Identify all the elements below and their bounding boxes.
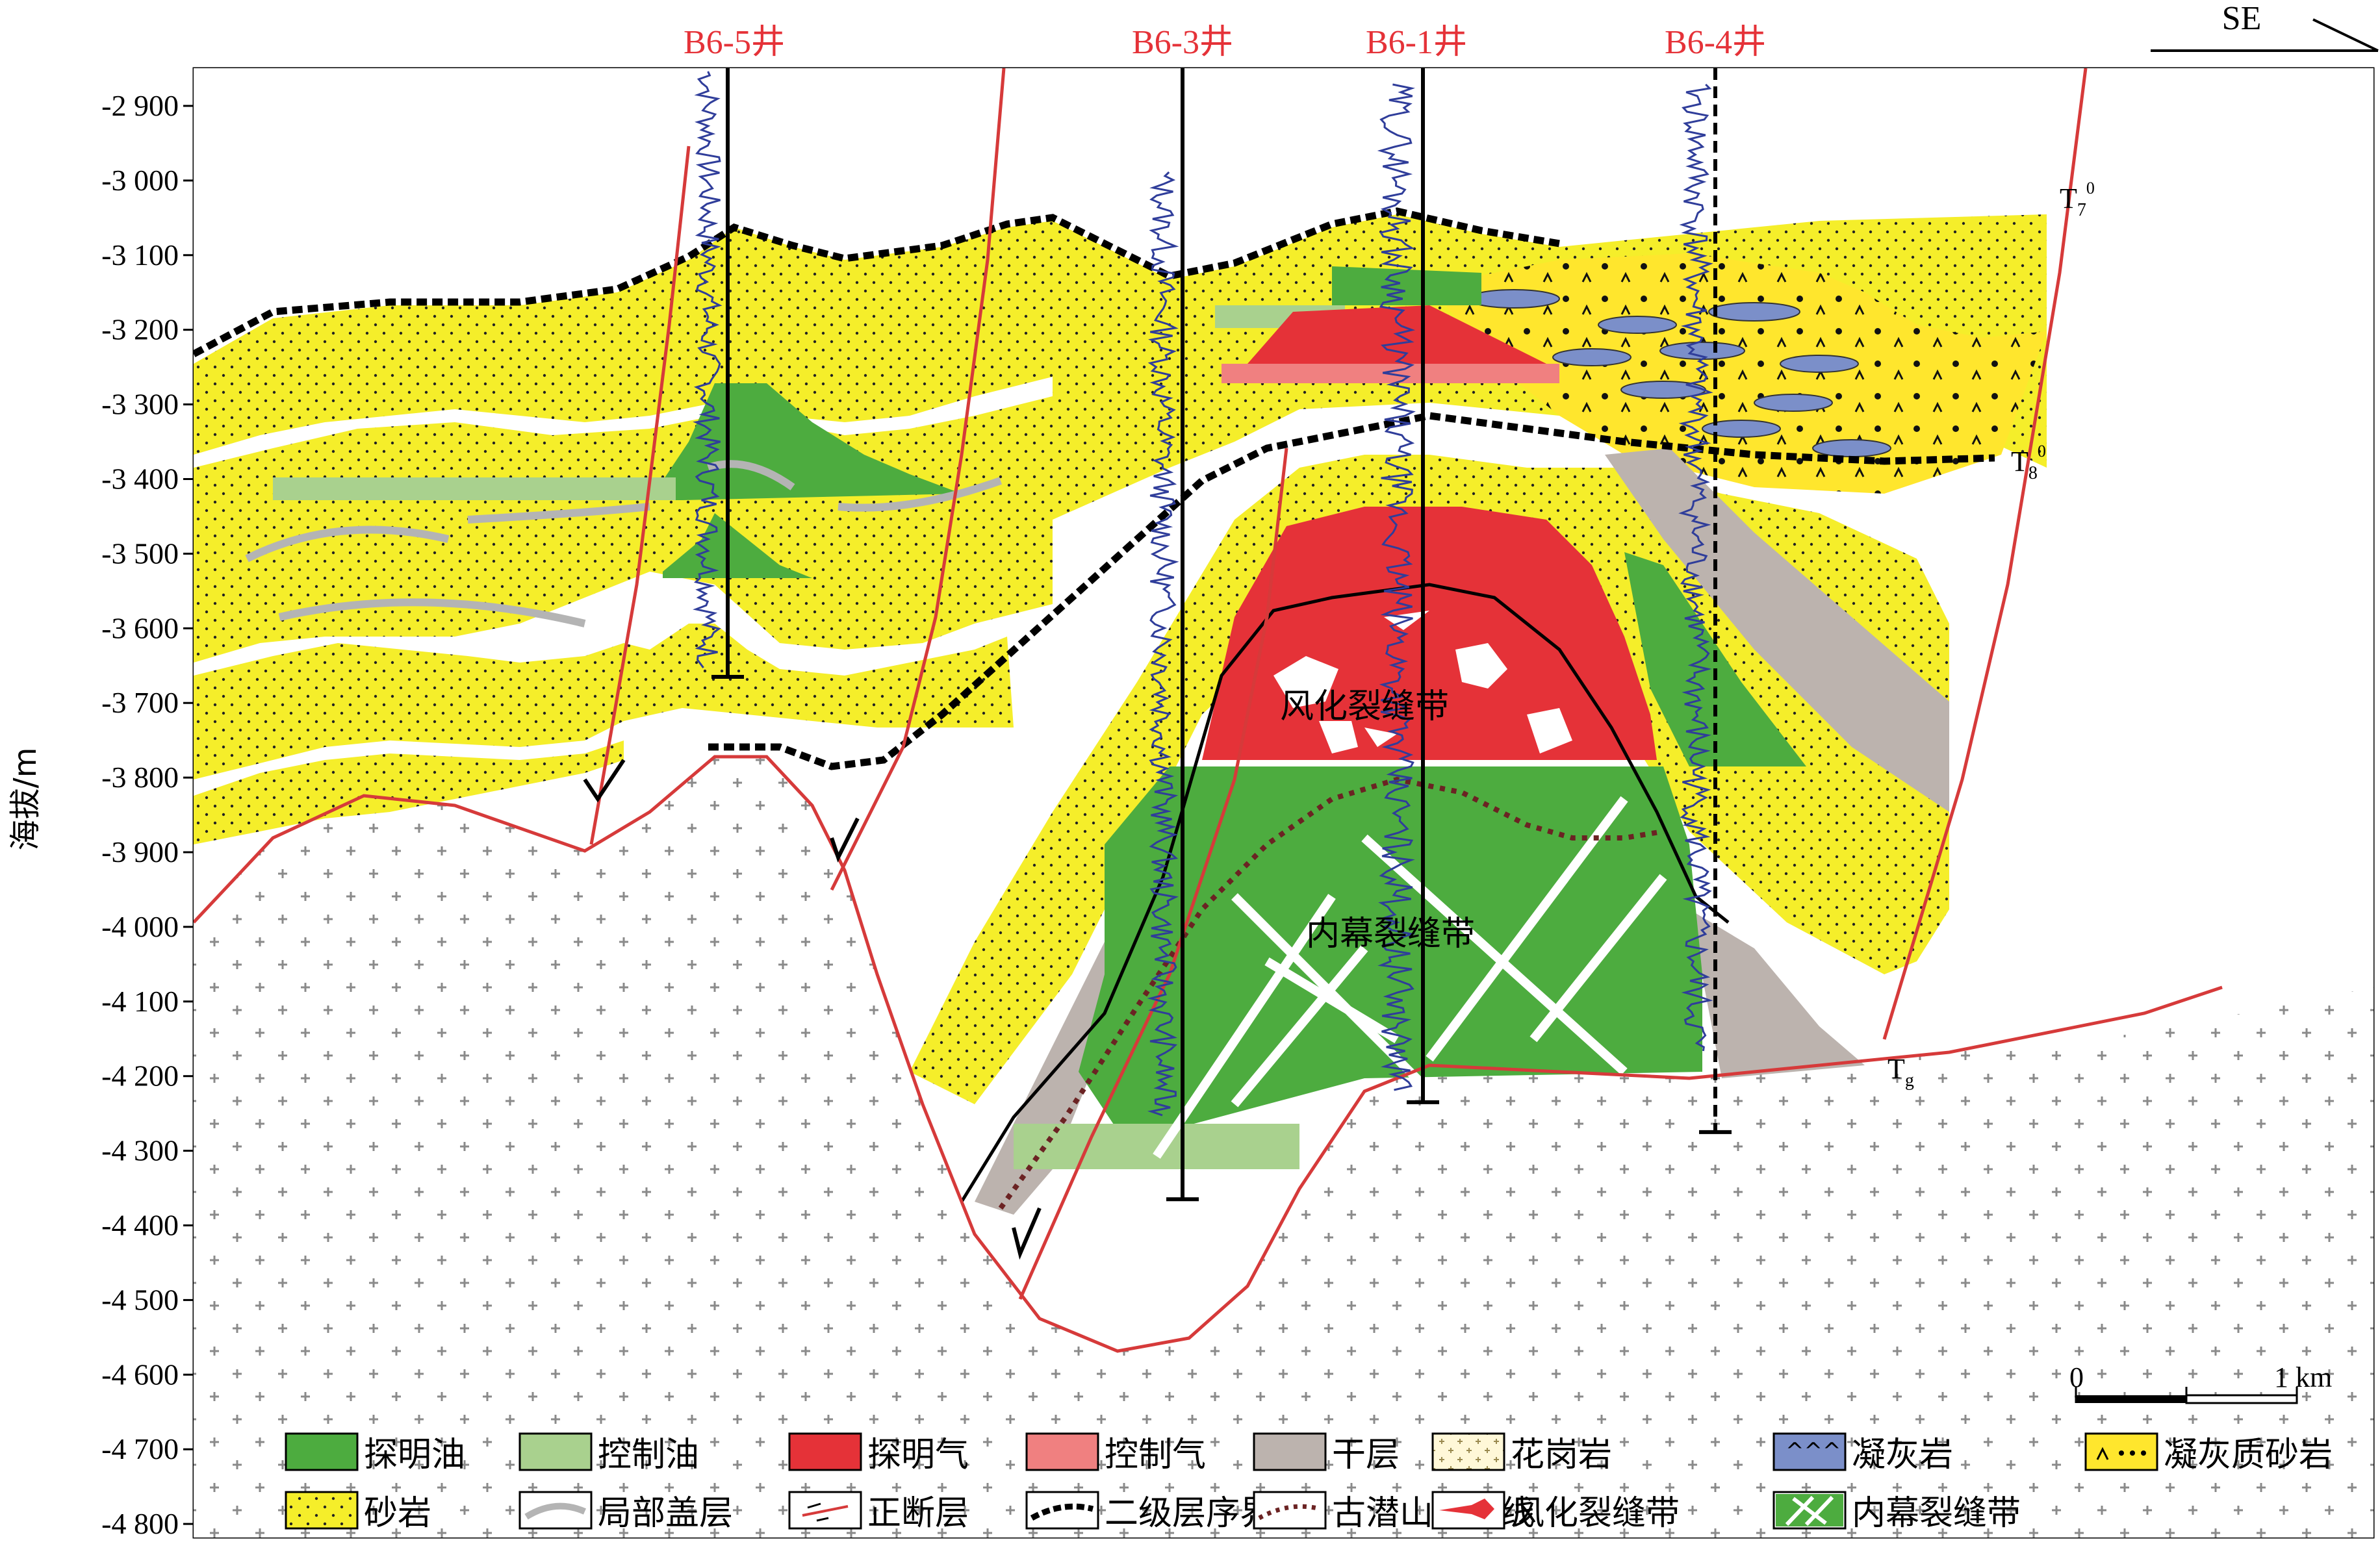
y-tick-label: -3 100 <box>101 238 179 272</box>
legend-item-proven-oil: 探明油 <box>285 1432 465 1474</box>
buried-hill-zoning-line <box>998 776 1664 1210</box>
left-sand-bottom <box>194 740 624 844</box>
legend-item-weathering-fracture-zone: 风化裂缝带 <box>1431 1491 1680 1533</box>
well-labels: B6-5井 B6-3井 B6-1井 B6-4井 <box>684 24 1766 61</box>
legend-label: 探明气 <box>867 1436 969 1474</box>
legend-label: 花岗岩 <box>1511 1436 1612 1474</box>
caprock-line-3 <box>467 503 650 524</box>
y-tick-label: -2 900 <box>101 89 179 122</box>
legend-item-inner-fracture-zone: 内幕裂缝带 <box>1772 1491 2021 1533</box>
hill-controlled-oil <box>1014 1124 1299 1169</box>
legend-item-controlled-oil: 控制油 <box>518 1432 699 1474</box>
weathering-zone-label: 风化裂缝带 <box>1280 687 1449 726</box>
caprock-line-2 <box>278 598 586 627</box>
y-axis: -2 900 -3 000 -3 100 -3 200 -3 300 -3 400 -3 5… <box>101 89 194 1540</box>
legend-label: 凝灰质砂岩 <box>2164 1436 2333 1474</box>
y-tick-label: -4 500 <box>101 1283 179 1316</box>
granite-basement <box>194 757 2374 1538</box>
legend-item-normal-fault: 正断层 <box>788 1491 969 1533</box>
legend-item-tuffaceous-sandstone: 凝灰质砂岩 <box>2084 1432 2333 1474</box>
legend-item-controlled-gas: 控制气 <box>1025 1432 1206 1474</box>
y-tick-label: -4 600 <box>101 1358 179 1391</box>
legend-label: 控制气 <box>1105 1436 1206 1474</box>
svg-text:1 km: 1 km <box>2274 1361 2332 1393</box>
horizon-t7: T70 <box>2060 179 2095 220</box>
tuff-lens-region <box>1429 253 2047 494</box>
legend-item-sandstone: 砂岩 <box>285 1491 431 1533</box>
legend-label: 风化裂缝带 <box>1511 1494 1680 1533</box>
hill-oil-zone <box>1170 766 1702 1130</box>
left-oil-lower <box>663 513 812 578</box>
caprock-line-5 <box>838 477 1003 512</box>
left-sand-lower <box>194 624 1014 779</box>
caprock-line-4 <box>707 460 795 490</box>
axis-title: 海拔/m <box>7 748 44 851</box>
legend-label: 凝灰岩 <box>1852 1436 1953 1474</box>
well-label: B6-5井 <box>684 24 785 61</box>
sequence-boundary-top <box>194 207 1560 357</box>
svg-text:^^^: ^^^ <box>1785 1438 1841 1464</box>
orientation-indicator: SE <box>2151 0 2379 52</box>
y-tick-label: -4 100 <box>101 985 179 1018</box>
well-label: B6-1井 <box>1366 24 1467 61</box>
y-tick-label: -3 600 <box>101 611 179 644</box>
left-sand-upper <box>194 221 1053 455</box>
inner-zone-label: 内幕裂缝带 <box>1306 915 1475 954</box>
y-tick-label: -4 200 <box>101 1059 179 1093</box>
well-logs <box>693 71 1713 1117</box>
y-tick-label: -3 700 <box>101 686 179 719</box>
legend-item-tuff: ^^^ 凝灰岩 <box>1772 1432 1953 1474</box>
y-tick-label: -3 200 <box>101 313 179 346</box>
wells <box>711 68 1732 1202</box>
fault-arrows <box>583 759 1042 1260</box>
y-tick-label: -3 000 <box>101 164 179 197</box>
normal-faults <box>589 68 2088 1300</box>
legend-item-granite: 花岗岩 <box>1431 1432 1612 1474</box>
well-label: B6-4井 <box>1665 24 1766 61</box>
legend-item-local-caprock: 局部盖层 <box>518 1491 733 1533</box>
y-tick-label: -4 700 <box>101 1432 179 1465</box>
caprock-line-1 <box>245 525 450 563</box>
dry-layer-right <box>1605 448 1949 812</box>
legend-label: 砂岩 <box>364 1494 431 1533</box>
well-label: B6-3井 <box>1132 24 1233 61</box>
y-tick-label: -3 400 <box>101 462 179 496</box>
legend-item-proven-gas: 探明气 <box>788 1432 969 1474</box>
y-tick-label: -4 800 <box>101 1507 179 1540</box>
legend-item-dry-layer: 干层 <box>1253 1432 1400 1474</box>
weathering-fractures <box>1273 611 1572 753</box>
svg-text:0: 0 <box>2069 1361 2084 1393</box>
y-tick-label: -3 500 <box>101 537 179 570</box>
horizon-labels: T70 T80 Tg <box>1887 179 2095 1091</box>
horizon-tg: Tg <box>1887 1053 1914 1091</box>
y-tick-label: -3 300 <box>101 388 179 421</box>
legend-label: 局部盖层 <box>598 1494 733 1533</box>
legend-label: 干层 <box>1332 1436 1400 1474</box>
hill-outline <box>960 583 1730 1203</box>
inner-fractures <box>1153 796 1667 1159</box>
y-tick-label: -4 000 <box>101 910 179 943</box>
y-tick-label: -3 900 <box>101 835 179 868</box>
y-tick-label: -4 400 <box>101 1209 179 1242</box>
y-tick-label: -3 800 <box>101 761 179 794</box>
sequence-boundary-hill <box>708 412 1995 770</box>
dry-layer-base <box>1689 909 1865 1078</box>
scale-bar: 0 1 km <box>2069 1361 2332 1404</box>
horizon-t8: T80 <box>2011 442 2046 483</box>
legend-label: 正断层 <box>867 1494 969 1533</box>
y-tick-label: -4 300 <box>101 1134 179 1167</box>
hill-oil-left <box>1079 766 1170 1130</box>
legend-item-sequence-boundary: 二级层序界面 <box>1025 1491 1307 1533</box>
svg-text:SE: SE <box>2222 0 2262 37</box>
upper-oil-zone <box>1332 266 1481 305</box>
basement-top-line <box>194 755 2223 1353</box>
legend-label: 探明油 <box>364 1436 465 1474</box>
legend-label: 内幕裂缝带 <box>1852 1494 2021 1533</box>
tuff-lenses <box>1468 289 1891 457</box>
legend-label: 控制油 <box>598 1436 699 1474</box>
left-controlled-oil <box>273 477 676 500</box>
